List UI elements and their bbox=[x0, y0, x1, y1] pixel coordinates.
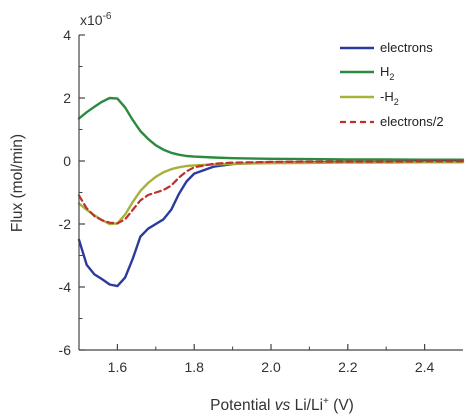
legend-label-h2: H2 bbox=[380, 64, 394, 82]
ticks: -6 -4 -2 0 2 4 1.6 1.8 2.0 2.2 2.4 bbox=[59, 27, 435, 375]
x-tick-label: 2.4 bbox=[415, 359, 435, 375]
y-axis-title: Flux (mol/min) bbox=[9, 134, 26, 232]
series-line-electrons-2 bbox=[77, 160, 465, 225]
y-tick-label: 4 bbox=[63, 27, 71, 43]
y-tick-label: 2 bbox=[63, 90, 71, 106]
x-tick-label: 2.2 bbox=[338, 359, 358, 375]
y-tick-label: 0 bbox=[63, 153, 71, 169]
legend-label-electrons-half: electrons/2 bbox=[380, 114, 444, 129]
y-tick-label: -2 bbox=[59, 216, 72, 232]
series-line-h2 bbox=[77, 96, 465, 161]
legend-label-neg-h2: -H2 bbox=[380, 89, 399, 107]
series-layer bbox=[77, 96, 465, 288]
legend-entry-h2: H2 bbox=[340, 64, 394, 82]
x-axis-title: Potential vs Li/Li+ (V) bbox=[210, 396, 354, 414]
y-tick-label: -4 bbox=[59, 279, 72, 295]
legend-entry-electrons-half: electrons/2 bbox=[340, 114, 444, 129]
legend: electrons H2 -H2 electrons/2 bbox=[340, 40, 444, 129]
series-line-h2 bbox=[77, 161, 465, 226]
x-tick-label: 1.6 bbox=[108, 359, 128, 375]
series-line-electrons bbox=[77, 160, 465, 288]
y-axis-multiplier: x10-6 bbox=[80, 11, 112, 28]
x-tick-label: 2.0 bbox=[261, 359, 281, 375]
legend-entry-electrons: electrons bbox=[340, 40, 433, 55]
axes bbox=[78, 35, 463, 351]
legend-entry-neg-h2: -H2 bbox=[340, 89, 399, 107]
y-tick-label: -6 bbox=[59, 342, 72, 358]
plot-area: -6 -4 -2 0 2 4 1.6 1.8 2.0 2.2 2.4 bbox=[59, 27, 465, 375]
legend-label-electrons: electrons bbox=[380, 40, 433, 55]
x-tick-label: 1.8 bbox=[184, 359, 204, 375]
